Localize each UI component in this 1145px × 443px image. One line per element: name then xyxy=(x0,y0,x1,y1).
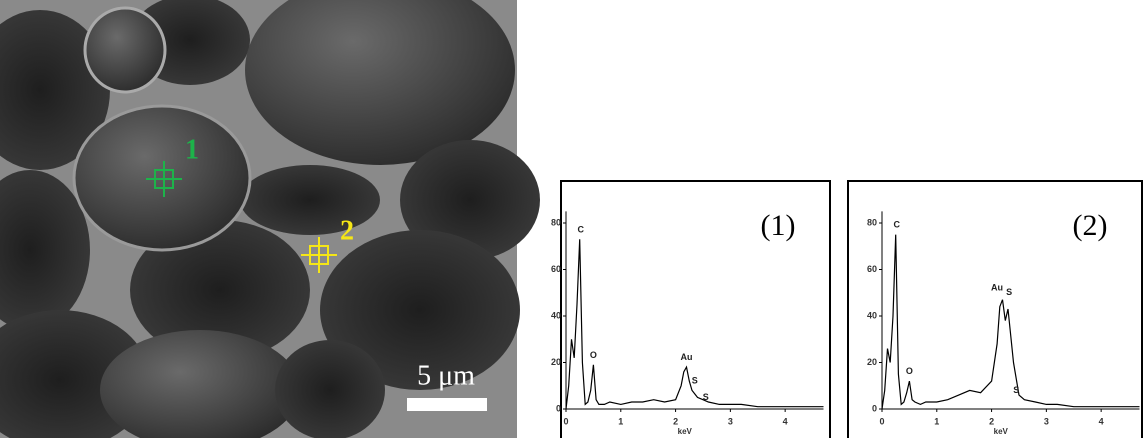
peak-label: Au xyxy=(991,282,1003,292)
y-tick-label: 20 xyxy=(867,357,877,367)
y-tick-label: 40 xyxy=(867,310,877,320)
peak-label: S xyxy=(1006,287,1012,297)
x-tick-label: 1 xyxy=(618,416,623,426)
peak-label: O xyxy=(906,366,913,376)
x-tick-label: 0 xyxy=(879,416,884,426)
x-tick-label: 3 xyxy=(1044,416,1049,426)
chart-title: (2) xyxy=(1073,209,1108,242)
peak-label: S xyxy=(692,375,698,385)
x-axis-label: keV xyxy=(678,427,693,436)
marker-label: 2 xyxy=(340,215,354,246)
x-tick-label: 4 xyxy=(1099,416,1104,426)
x-tick-label: 3 xyxy=(728,416,733,426)
x-tick-label: 0 xyxy=(563,416,568,426)
y-tick-label: 80 xyxy=(551,217,561,227)
peak-label: O xyxy=(590,350,597,360)
peak-label: C xyxy=(578,224,585,234)
y-tick-label: 0 xyxy=(556,403,561,413)
scale-bar-label: 5 μm xyxy=(417,360,475,391)
y-tick-label: 80 xyxy=(867,217,877,227)
y-tick-label: 0 xyxy=(872,403,877,413)
peak-label: S xyxy=(703,392,709,402)
x-tick-label: 2 xyxy=(989,416,994,426)
peak-label: S xyxy=(1013,385,1019,395)
figure: 1 2 5 μm 02040608001234keV(1)COAuSS02040… xyxy=(0,0,1145,438)
y-tick-label: 40 xyxy=(551,310,561,320)
y-tick-label: 60 xyxy=(867,264,877,274)
y-tick-label: 60 xyxy=(551,264,561,274)
marker-label: 1 xyxy=(185,134,199,165)
y-tick-label: 20 xyxy=(551,357,561,367)
peak-label: Au xyxy=(681,352,693,362)
x-tick-label: 2 xyxy=(673,416,678,426)
x-tick-label: 4 xyxy=(783,416,788,426)
peak-label: C xyxy=(894,220,901,230)
chart-title: (1) xyxy=(761,209,796,242)
sem-image: 1 2 5 μm xyxy=(0,0,540,438)
x-axis-label: keV xyxy=(994,427,1009,436)
scale-bar xyxy=(407,398,487,411)
x-tick-label: 1 xyxy=(934,416,939,426)
